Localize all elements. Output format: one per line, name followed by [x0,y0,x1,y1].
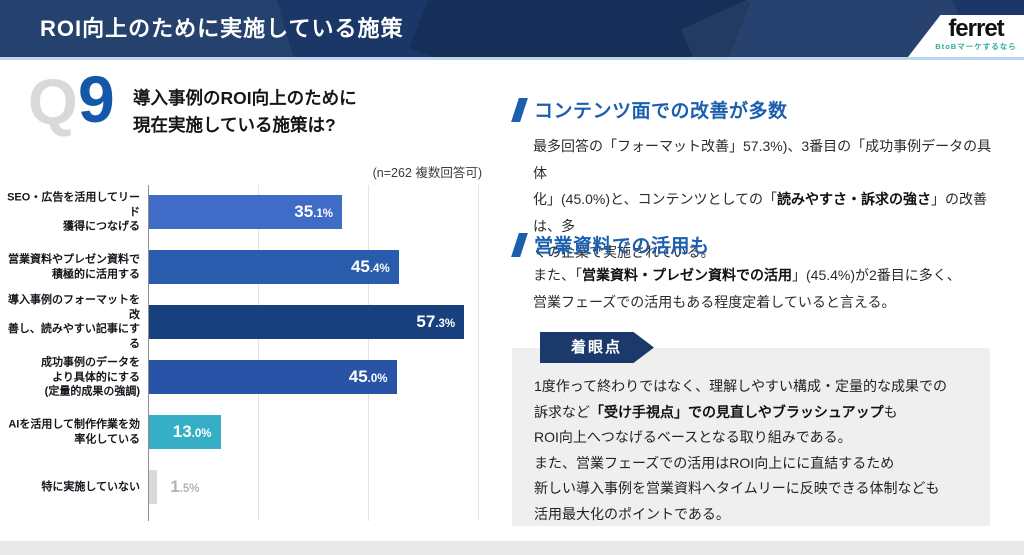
bar [149,470,158,504]
bar-chart: SEO・広告を活用してリード 獲得につなげる 35.1% 営業資料やプレゼン資料で 積極… [0,185,500,525]
question-number: 9 [78,62,115,136]
text-line: 化」(45.0%)と、コンテンツとしての「読みやすさ・訴求の強さ」の改善は、多 [533,191,988,234]
chart-gridline [478,185,479,521]
bar-value-label: 35.1% [294,202,334,221]
text-line: 1度作って終わりではなく、理解しやすい構成・定量的な成果での [534,378,947,394]
bar [149,305,465,339]
insight-heading-content: コンテンツ面での改善が多数 [511,96,788,123]
ferret-logo-text: ferret [948,15,1004,42]
bar-value-label: 45.0% [348,367,388,386]
insight-paragraph-sales: また、「営業資料・プレゼン資料での活用」(45.4%)が2番目に多く、 営業フェー… [533,262,993,315]
bar-value-label: 1.5% [170,477,200,496]
text-line: ROI向上へつなげるベースとなる取り組みである。 [534,429,852,445]
page-bottom-strip [0,541,1024,555]
sample-size-note: (n=262 複数回答可) [372,166,482,180]
bar [149,250,399,284]
bar [149,415,221,449]
bar [149,360,397,394]
chart-axis-line [148,185,149,521]
slash-icon [511,232,528,257]
slash-icon [511,97,528,122]
text-line: くの企業で実施されている。 [533,244,715,260]
focus-badge: 着眼点 [540,332,654,363]
text-line: 営業フェーズでの活用もある程度定着していると言える。 [533,293,896,310]
bar [149,195,343,229]
insight-heading-text: 営業資料での活用も [534,236,710,257]
insight-heading-sales: 営業資料での活用も [511,231,710,258]
chart-gridline [258,185,259,521]
chart-gridline [368,185,369,521]
insight-heading-text: コンテンツ面での改善が多数 [534,101,788,122]
focus-box-text: 1度作って終わりではなく、理解しやすい構成・定量的な成果での 訴求など「受け手視点… [534,374,984,527]
bar-value-label: 57.3% [416,312,456,331]
text-line: また、営業フェーズでの活用はROI向上にに直結するため [534,454,895,471]
category-label: AIを活用して制作作業を効 率化している [8,418,140,446]
question-letter: Q [28,66,78,138]
text-line: 新しい導入事例を営業資料へタイムリーに反映できる体制なども [534,480,940,496]
focus-box [512,348,990,526]
question-line-1: 導入事例のROI向上のために [133,88,357,108]
ferret-logo: ferret BtoBマーケするなら [908,15,1024,57]
text-line: また、「営業資料・プレゼン資料での活用」(45.4%)が2番目に多く、 [533,267,961,283]
text-line: 訴求など「受け手視点」での見直しやブラッシュアップも [534,403,898,420]
bar-value-label: 45.4% [350,257,390,276]
category-label: 特に実施していない [41,480,140,493]
insight-paragraph-content: 最多回答の「フォーマット改善」57.3%)、3番目の「成功事例データの具体 化」(… [533,133,993,266]
text-line: 最多回答の「フォーマット改善」57.3%)、3番目の「成功事例データの具体 [533,138,992,181]
question-line-2: 現在実施している施策は? [133,115,336,135]
ferret-logo-tagline: BtoBマーケするなら [935,42,1017,51]
category-label: SEO・広告を活用してリード 獲得につなげる [7,191,140,233]
page-title: ROI向上のために実施している施策 [40,16,404,41]
header-underline [0,57,1024,60]
header-bar: ROI向上のために実施している施策 [0,0,1024,57]
category-label: 導入事例のフォーマットを改 善し、読みやすい記事にする [7,294,140,350]
text-line: 活用最大化のポイントである。 [534,505,730,522]
bar-value-label: 13.0% [172,422,212,441]
question-title: 導入事例のROI向上のために 現在実施している施策は? [133,85,357,139]
category-label: 営業資料やプレゼン資料で 積極的に活用する [8,253,140,281]
category-label: 成功事例のデータを より具体的にする (定量的成果の強調) [41,356,140,398]
